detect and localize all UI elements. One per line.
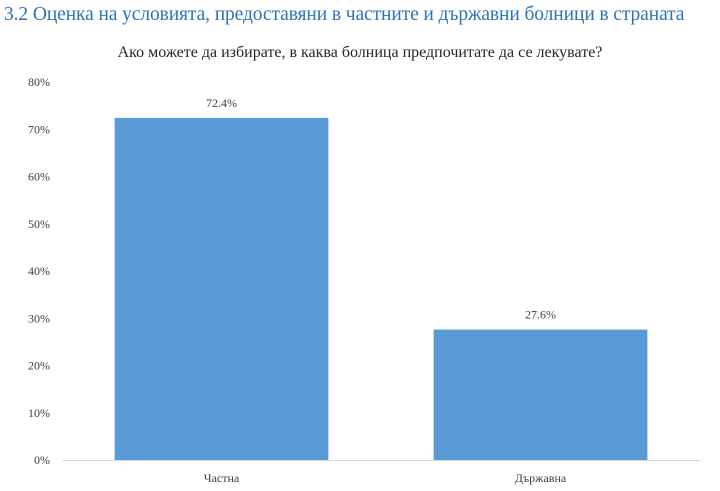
y-tick-label: 70% [28, 122, 50, 136]
y-tick-label: 50% [28, 217, 50, 231]
y-tick-label: 60% [28, 170, 50, 184]
bar [114, 117, 329, 460]
page-heading: 3.2 Оценка на условията, предоставяни в … [4, 4, 685, 25]
y-tick-label: 30% [28, 311, 50, 325]
y-tick-label: 20% [28, 359, 50, 373]
y-tick-label: 0% [34, 453, 50, 467]
bar [433, 329, 648, 460]
x-category-label: Държавна [515, 471, 567, 485]
y-tick-label: 80% [28, 75, 50, 89]
chart-title: Ако можете да избирате, в каква болница … [117, 44, 603, 61]
data-label: 27.6% [525, 308, 556, 322]
x-category-label: Частна [204, 471, 240, 485]
y-tick-label: 40% [28, 264, 50, 278]
y-tick-label: 10% [28, 406, 50, 420]
data-label: 72.4% [206, 96, 237, 110]
